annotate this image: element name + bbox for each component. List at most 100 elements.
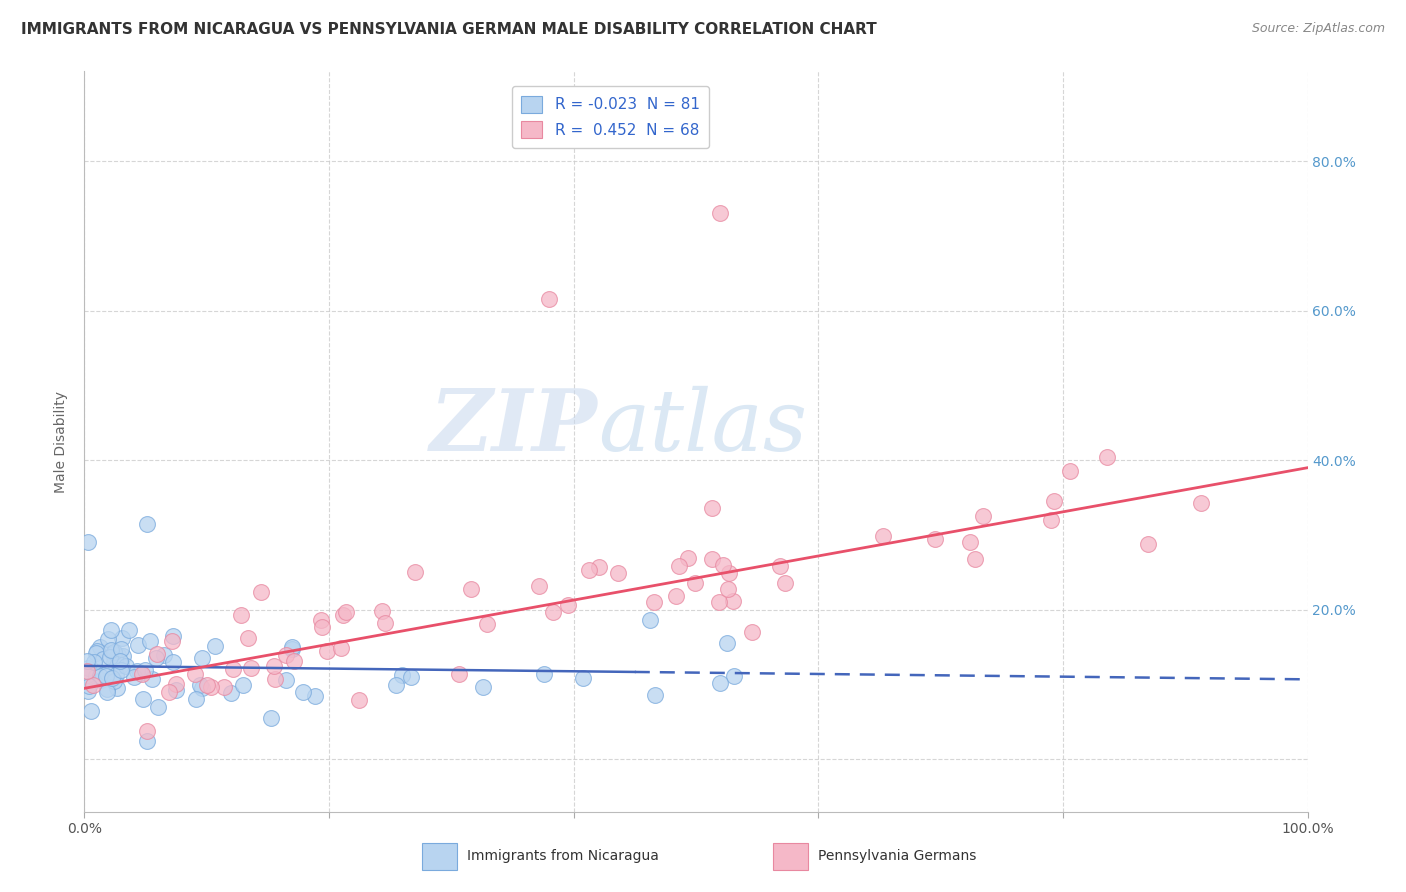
Point [112, 648, 135, 663]
Point [371, 604, 394, 618]
Point [145, 650, 167, 665]
Point [274, 648, 297, 662]
Point [232, 678, 254, 692]
Point [332, 608, 354, 623]
Point [165, 683, 187, 698]
Point [721, 594, 744, 608]
Point [533, 667, 555, 681]
Point [76, 668, 98, 682]
Point [105, 668, 128, 682]
Point [347, 692, 370, 706]
Point [222, 662, 245, 676]
Point [391, 668, 413, 682]
Point [335, 605, 357, 619]
Point [200, 680, 222, 694]
Point [276, 673, 298, 687]
Text: Pennsylvania Germans: Pennsylvania Germans [818, 849, 977, 863]
Point [640, 613, 662, 627]
Point [77, 683, 100, 698]
Point [76, 661, 98, 675]
Point [709, 595, 731, 609]
Point [90, 673, 112, 687]
Point [700, 501, 723, 516]
Point [239, 661, 262, 675]
Point [683, 575, 706, 590]
Point [190, 681, 212, 695]
Point [643, 595, 665, 609]
Point [212, 680, 235, 694]
Point [281, 642, 304, 657]
Point [281, 640, 304, 654]
Point [965, 551, 987, 566]
Y-axis label: Male Disability: Male Disability [55, 391, 69, 492]
Point [131, 667, 153, 681]
Point [153, 648, 176, 662]
Point [146, 648, 169, 662]
Point [134, 664, 156, 678]
Point [1039, 513, 1062, 527]
Point [118, 624, 141, 638]
Point [125, 665, 148, 679]
Point [668, 559, 690, 574]
Point [330, 640, 353, 655]
Point [283, 655, 305, 669]
Point [723, 668, 745, 682]
Point [148, 700, 170, 714]
Point [141, 672, 163, 686]
Point [716, 636, 738, 650]
Point [676, 550, 699, 565]
Point [188, 678, 211, 692]
Point [263, 672, 285, 686]
Point [82, 678, 104, 692]
Point [111, 631, 134, 645]
Text: ZIP: ZIP [430, 385, 598, 468]
Text: IMMIGRANTS FROM NICARAGUA VS PENNSYLVANIA GERMAN MALE DISABILITY CORRELATION CHA: IMMIGRANTS FROM NICARAGUA VS PENNSYLVANI… [21, 22, 877, 37]
Point [399, 670, 422, 684]
Point [447, 667, 470, 681]
Point [135, 733, 157, 747]
Text: atlas: atlas [598, 385, 807, 468]
Point [924, 532, 946, 546]
Point [1095, 450, 1118, 465]
Point [195, 678, 218, 692]
Point [89, 669, 111, 683]
Point [769, 558, 792, 573]
Point [76, 655, 98, 669]
Point [110, 658, 132, 673]
Point [538, 293, 561, 307]
Point [702, 552, 724, 566]
Point [103, 673, 125, 688]
Point [475, 616, 498, 631]
Point [315, 644, 337, 658]
Point [1189, 496, 1212, 510]
Point [96, 665, 118, 680]
Point [103, 656, 125, 670]
Point [131, 691, 153, 706]
Point [231, 608, 253, 623]
Point [529, 579, 551, 593]
Point [291, 685, 314, 699]
Point [872, 529, 894, 543]
Point [718, 566, 741, 580]
Point [80, 704, 103, 718]
Point [103, 645, 125, 659]
Point [122, 670, 145, 684]
Point [472, 680, 495, 694]
Point [1137, 537, 1160, 551]
Point [250, 585, 273, 599]
Point [77, 679, 100, 693]
Point [110, 663, 132, 677]
Point [127, 638, 149, 652]
Point [644, 688, 666, 702]
Point [204, 640, 226, 654]
Point [572, 671, 595, 685]
Point [96, 681, 118, 696]
Point [100, 671, 122, 685]
Point [107, 648, 129, 662]
Point [959, 534, 981, 549]
Point [773, 576, 796, 591]
Point [184, 692, 207, 706]
Point [238, 631, 260, 645]
Point [219, 686, 242, 700]
Point [1043, 494, 1066, 508]
